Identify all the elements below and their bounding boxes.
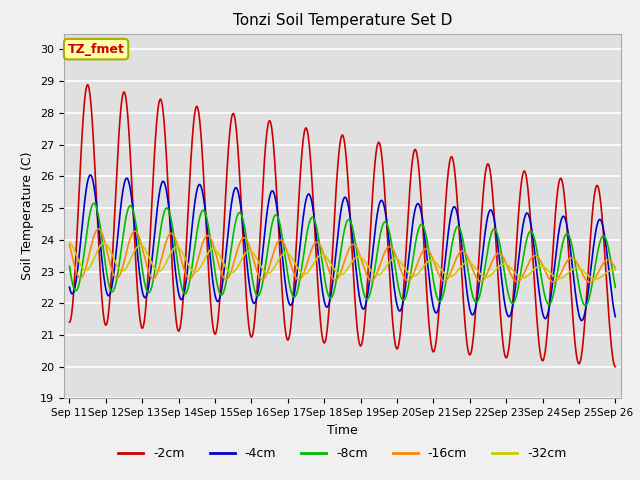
-8cm: [90, 201, 98, 206]
-16cm: [95, 226, 102, 232]
-2cm: [611, 364, 619, 370]
Y-axis label: Soil Temperature (C): Soil Temperature (C): [22, 152, 35, 280]
-16cm: [496, 251, 504, 256]
-4cm: [611, 314, 619, 320]
-32cm: [596, 275, 604, 281]
-4cm: [93, 213, 101, 219]
-8cm: [93, 209, 101, 215]
-32cm: [596, 275, 604, 281]
-16cm: [586, 279, 594, 285]
Line: -2cm: -2cm: [70, 85, 615, 367]
-16cm: [317, 243, 324, 249]
-32cm: [591, 276, 599, 282]
Title: Tonzi Soil Temperature Set D: Tonzi Soil Temperature Set D: [233, 13, 452, 28]
-4cm: [578, 318, 586, 324]
-8cm: [596, 239, 604, 245]
-32cm: [317, 252, 324, 258]
Line: -16cm: -16cm: [70, 229, 615, 282]
-16cm: [596, 266, 604, 272]
-2cm: [84, 82, 92, 88]
-8cm: [66, 264, 74, 269]
-16cm: [66, 242, 74, 248]
-8cm: [611, 285, 619, 290]
-2cm: [596, 191, 604, 196]
-4cm: [596, 216, 604, 222]
-32cm: [495, 264, 503, 269]
-2cm: [93, 220, 101, 226]
-4cm: [332, 257, 339, 263]
-32cm: [93, 248, 101, 254]
-16cm: [611, 265, 619, 271]
-16cm: [93, 227, 101, 232]
-2cm: [332, 203, 339, 208]
-4cm: [596, 216, 604, 222]
-2cm: [317, 321, 324, 327]
-32cm: [66, 239, 74, 245]
-8cm: [496, 240, 504, 246]
Text: TZ_fmet: TZ_fmet: [68, 43, 125, 56]
-4cm: [86, 172, 94, 178]
-32cm: [331, 267, 339, 273]
-32cm: [611, 267, 619, 273]
Legend: -2cm, -4cm, -8cm, -16cm, -32cm: -2cm, -4cm, -8cm, -16cm, -32cm: [113, 442, 572, 465]
-8cm: [596, 240, 604, 246]
-2cm: [496, 299, 504, 304]
-16cm: [596, 266, 604, 272]
X-axis label: Time: Time: [327, 424, 358, 437]
-2cm: [66, 319, 74, 325]
-16cm: [332, 277, 339, 283]
-4cm: [317, 275, 324, 280]
Line: -4cm: -4cm: [70, 175, 615, 321]
-8cm: [332, 284, 339, 289]
-4cm: [66, 284, 74, 290]
Line: -32cm: -32cm: [70, 242, 615, 279]
-4cm: [496, 258, 504, 264]
-8cm: [317, 250, 324, 255]
-8cm: [582, 303, 589, 309]
-2cm: [596, 192, 604, 198]
Line: -8cm: -8cm: [70, 204, 615, 306]
